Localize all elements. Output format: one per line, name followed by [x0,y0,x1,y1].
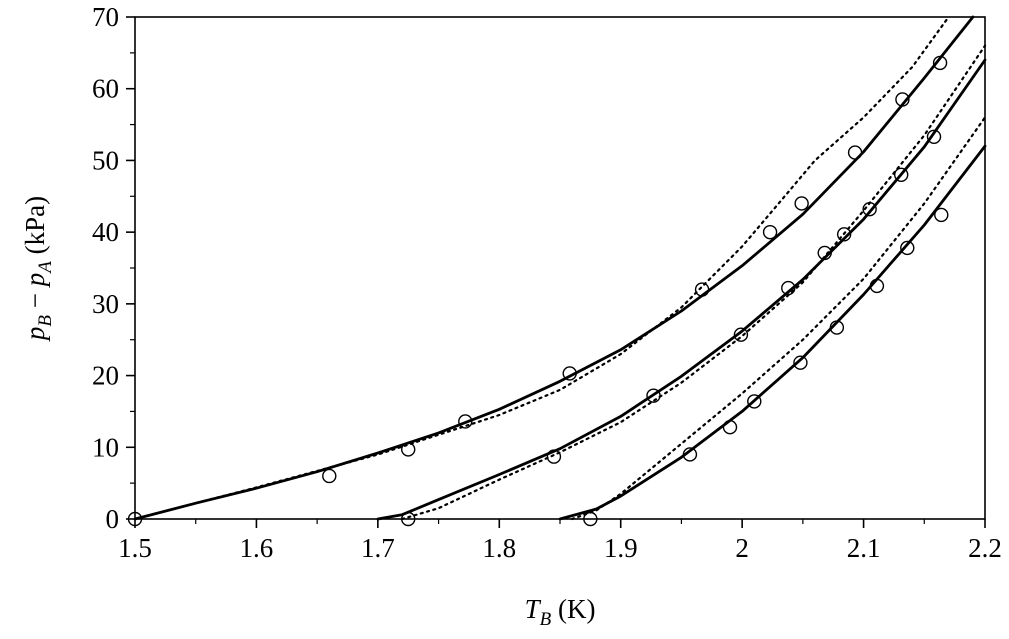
data-point [458,414,473,429]
data-point [817,245,832,261]
data-point [847,145,863,160]
y-tick-label: 0 [106,504,120,534]
data-point [401,442,416,457]
data-point [747,394,762,409]
y-tick-label: 10 [92,432,119,462]
x-tick-label: 1.5 [118,533,152,563]
y-tick-label: 30 [92,289,119,319]
y-tick-label: 60 [92,74,119,104]
data-point [401,511,416,527]
data-point [894,167,909,182]
data-point [932,55,948,71]
model-curve-dotted [570,116,987,521]
data-point [781,280,796,296]
y-tick-label: 40 [92,217,119,247]
y-tick-label: 50 [92,145,119,175]
tick-layer: 1.5 1.6 1.7 1.8 1.9 2 2.1 2.2 0 10 20 30 40 50 60 70 [92,2,1002,563]
data-point [862,201,877,217]
model-curve-dotted [401,44,987,521]
data-point [322,468,337,484]
x-tick-label: 1.9 [604,533,638,563]
data-point [794,196,809,211]
y-tick-label: 20 [92,361,119,391]
data-point [836,227,852,242]
data-point [895,92,910,107]
x-tick-label: 2 [735,533,749,563]
y-tick-label: 70 [92,2,119,32]
data-point [682,447,698,462]
y-axis-label: pB − pA (kPa) [20,196,56,342]
data-point [869,278,885,294]
model-curve-solid [558,144,987,521]
model-curve-solid [376,58,987,521]
data-point [762,224,778,240]
x-tick-label: 2.1 [847,533,881,563]
data-point [733,327,749,342]
x-tick-label: 1.8 [482,533,516,563]
x-tick-label: 1.6 [240,533,274,563]
x-tick-label: 2.2 [968,533,1002,563]
series-layer [133,15,987,521]
model-curve-dotted [133,15,950,521]
data-point [583,511,598,527]
data-point [694,282,710,297]
model-curve-solid [133,15,975,521]
data-point [562,366,577,381]
x-tick-label: 1.7 [361,533,395,563]
data-point [722,420,738,435]
data-point [546,449,562,464]
marker-layer [127,55,949,527]
data-point [646,388,661,403]
data-point [793,355,808,370]
data-point [900,240,915,256]
plot-frame [134,16,986,520]
data-point [926,129,942,144]
data-point [934,207,949,223]
x-axis-label: TB (K) [525,594,596,630]
data-point [829,320,845,335]
